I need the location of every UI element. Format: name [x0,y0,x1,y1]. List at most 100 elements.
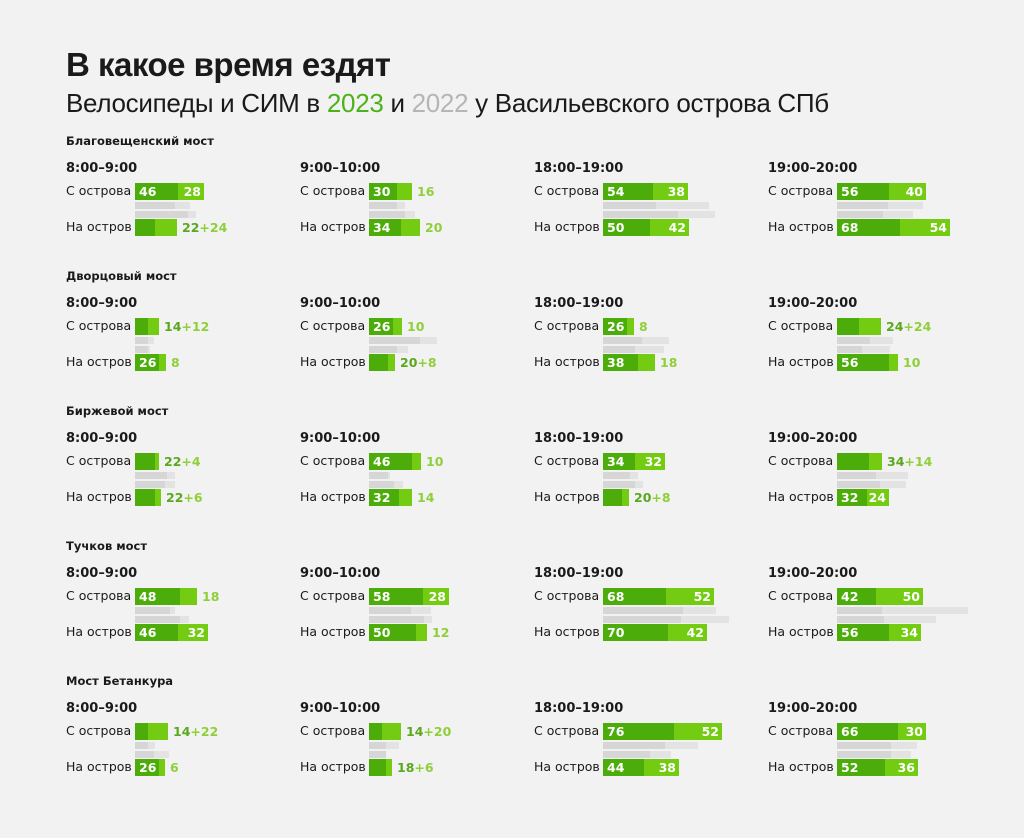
from-island-values: 14+22 [173,723,218,740]
scooters-segment [869,453,882,470]
to-island-bar-2023: 44 38 [603,759,679,776]
time-slot-label: 18:00–19:00 [534,566,624,581]
from-island-bar-2023 [135,723,168,740]
bikes-2022-segment [837,472,876,479]
bikes-segment [135,219,155,236]
scooters-value: 20 [425,220,443,235]
from-island-bar-2023: 58 28 [369,588,449,605]
scooters-segment [859,318,881,335]
to-bar-2022 [135,211,196,218]
bikes-segment: 68 [837,219,900,236]
scooters-2022-segment [148,742,155,749]
to-island-label: На остров [768,759,834,774]
from-bar-2022 [837,202,923,209]
legend-year-2022: 2022 [411,88,469,118]
to-island-bar-2023: 26 [135,759,165,776]
bikes-segment: 68 [603,588,666,605]
to-island-scooters-value: 20 [425,219,442,236]
scooters-segment [622,489,629,506]
bikes-value: 30 [373,184,391,199]
to-bar-2022 [603,616,729,623]
scooters-2022-segment [386,742,399,749]
scooters-value: +20 [423,724,452,739]
from-island-label: С острова [66,318,132,333]
bikes-2022-segment [135,616,180,623]
bikes-2022-segment [369,607,411,614]
from-bar-2022 [135,202,190,209]
time-slot-panel: 8:00–9:00 С острова 14+22 На остров 26 6 [66,701,296,801]
from-island-bar-2023: 46 28 [135,183,204,200]
bikes-2022-segment [369,211,405,218]
scooters-value: 10 [426,454,444,469]
scooters-2022-segment [397,346,408,353]
bikes-value: 54 [607,184,625,199]
bikes-segment: 42 [837,588,876,605]
bikes-segment: 58 [369,588,423,605]
scooters-2022-segment [862,346,890,353]
to-island-label: На остров [300,354,366,369]
from-island-bar-2023 [135,318,159,335]
bikes-2022-segment [603,481,635,488]
from-bar-2022 [603,472,638,479]
bikes-segment [837,453,869,470]
bikes-2022-segment [603,211,678,218]
scooters-segment [180,588,197,605]
to-island-values: 20+8 [634,489,671,506]
scooters-value: 8 [171,355,180,370]
subtitle-suffix: у Васильевского острова СПб [468,88,829,118]
from-island-label: С острова [534,723,600,738]
bikes-segment [135,489,155,506]
bikes-value: 46 [139,184,157,199]
bikes-segment: 26 [135,354,159,371]
from-island-values: 14+12 [164,318,209,335]
bikes-value: 22 [166,490,184,505]
from-island-bar-2023 [135,453,159,470]
scooters-2022-segment [424,616,432,623]
from-island-bar-2023: 54 38 [603,183,688,200]
bikes-segment: 32 [369,489,399,506]
bikes-value: 32 [841,490,859,505]
to-bar-2022 [135,481,175,488]
time-slot-panel: 18:00–19:00 С острова 76 52 На остров 44 38 [534,701,764,801]
from-island-label: С острова [534,453,600,468]
to-bar-2022 [369,616,432,623]
scooters-value: 52 [693,589,711,604]
scooters-2022-segment [683,607,716,614]
bikes-2022-segment [369,202,397,209]
from-island-bar-2023: 42 50 [837,588,923,605]
to-bar-2022 [837,751,911,758]
to-island-label: На остров [534,489,600,504]
scooters-2022-segment [665,742,698,749]
to-island-label: На остров [534,219,600,234]
from-island-label: С острова [300,183,366,198]
to-island-label: На остров [300,624,366,639]
bikes-value: 26 [139,355,157,370]
from-island-label: С острова [300,588,366,603]
scooters-value: 14 [417,490,435,505]
bikes-2022-segment [369,616,424,623]
to-island-bar-2023: 26 [135,354,166,371]
scooters-2022-segment [870,337,893,344]
from-island-scooters-value: 18 [202,588,219,605]
scooters-segment: 32 [178,624,208,641]
bikes-segment: 56 [837,354,889,371]
bikes-value: 76 [607,724,625,739]
scooters-value: +4 [181,454,201,469]
scooters-2022-segment [394,481,403,488]
bikes-value: 44 [607,760,625,775]
scooters-value: 50 [902,589,920,604]
bikes-segment [135,723,148,740]
scooters-2022-segment [180,616,189,623]
to-island-bar-2023: 70 42 [603,624,707,641]
to-island-label: На остров [300,759,366,774]
to-bar-2022 [369,481,403,488]
time-slot-panel: 18:00–19:00 С острова 34 32 На остров 20+8 [534,431,764,531]
bikes-2022-segment [135,337,148,344]
scooters-2022-segment [170,607,175,614]
bikes-segment [369,759,386,776]
bikes-2022-segment [603,337,642,344]
scooters-segment [382,723,401,740]
scooters-segment: 52 [666,588,714,605]
time-slot-label: 18:00–19:00 [534,701,624,716]
scooters-value: 18 [202,589,220,604]
